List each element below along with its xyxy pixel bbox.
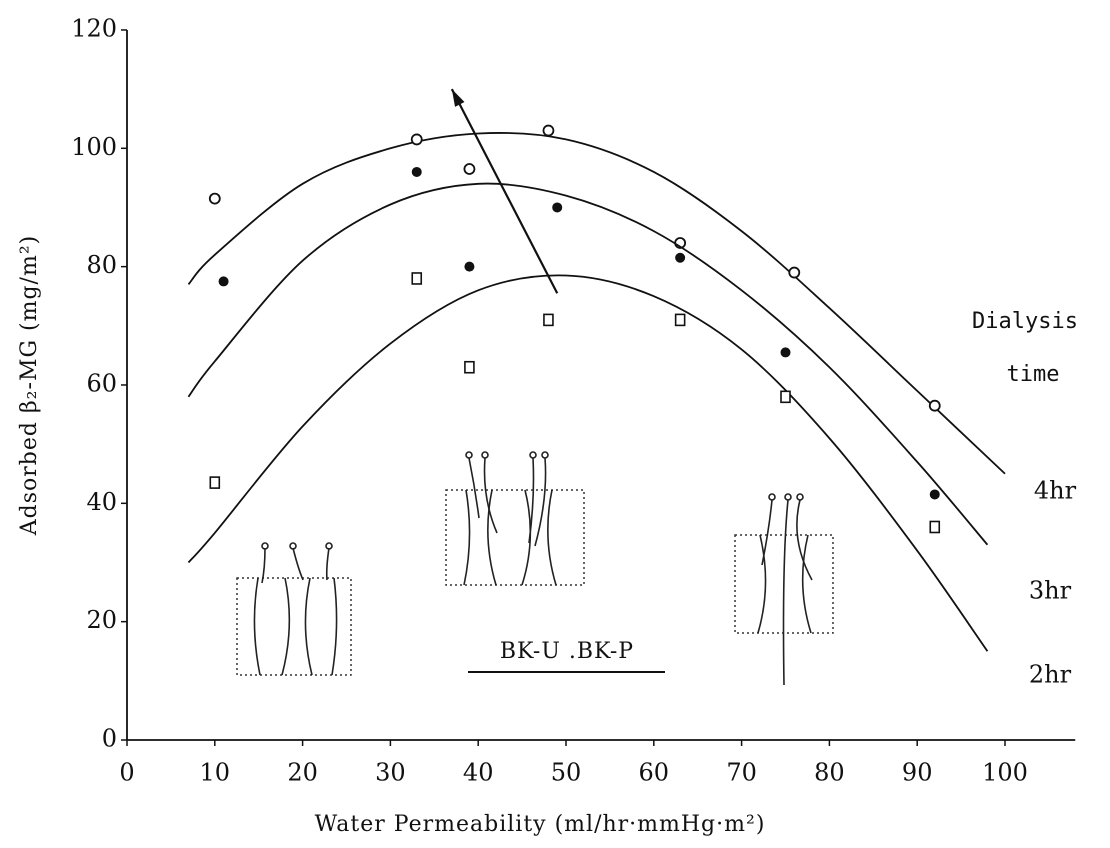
point <box>780 347 791 358</box>
curve <box>187 182 989 546</box>
point <box>411 272 423 285</box>
point <box>788 266 801 279</box>
curve <box>187 132 1006 475</box>
point <box>464 261 475 272</box>
x-tick-label: 90 <box>902 759 933 787</box>
series-label: 4hr <box>1034 477 1077 505</box>
point <box>209 476 221 489</box>
x-tick-label: 40 <box>463 759 494 787</box>
point <box>780 390 791 404</box>
annotation: BK-U .BK-P <box>500 639 634 664</box>
point <box>928 399 941 412</box>
y-axis-label: Adsorbed β₂-MG (mg/m²) <box>17 235 42 536</box>
x-axis-label: Water Permeability (ml/hr·mmHg·m²) <box>315 812 766 837</box>
point <box>929 489 940 500</box>
y-tick-label: 20 <box>86 606 117 634</box>
point <box>208 192 221 205</box>
point <box>552 202 563 213</box>
arrow-head <box>451 89 465 107</box>
y-tick-label: 80 <box>86 251 117 279</box>
x-tick-label: 70 <box>726 759 757 787</box>
point <box>411 166 422 177</box>
y-tick-label: 60 <box>86 369 117 397</box>
x-tick-label: 20 <box>287 759 318 787</box>
legend-title: Dialysis <box>972 309 1078 334</box>
series-label: 3hr <box>1029 577 1072 605</box>
pore-diagram <box>445 451 585 586</box>
point <box>929 520 941 534</box>
x-tick-label: 30 <box>375 759 406 787</box>
x-tick-label: 100 <box>982 759 1028 787</box>
y-tick-label: 0 <box>102 725 117 753</box>
legend-title: time <box>1007 362 1060 387</box>
point <box>674 313 686 327</box>
x-tick-label: 50 <box>551 759 582 787</box>
x-tick-label: 60 <box>639 759 670 787</box>
point <box>410 133 423 146</box>
curve <box>187 274 989 652</box>
point <box>675 252 686 263</box>
point <box>463 163 476 175</box>
point <box>464 360 475 374</box>
point <box>543 313 554 327</box>
x-tick-label: 80 <box>814 759 845 787</box>
y-tick-label: 40 <box>86 488 117 516</box>
x-tick-label: 10 <box>200 759 231 787</box>
y-tick-label: 120 <box>71 14 117 42</box>
series-label: 2hr <box>1029 661 1072 689</box>
point <box>218 276 229 287</box>
x-tick-label: 0 <box>119 759 134 787</box>
pore-diagram <box>734 493 834 686</box>
arrow <box>450 88 559 294</box>
pore-diagram <box>236 542 352 676</box>
y-tick-label: 100 <box>71 133 117 161</box>
point <box>542 124 555 137</box>
